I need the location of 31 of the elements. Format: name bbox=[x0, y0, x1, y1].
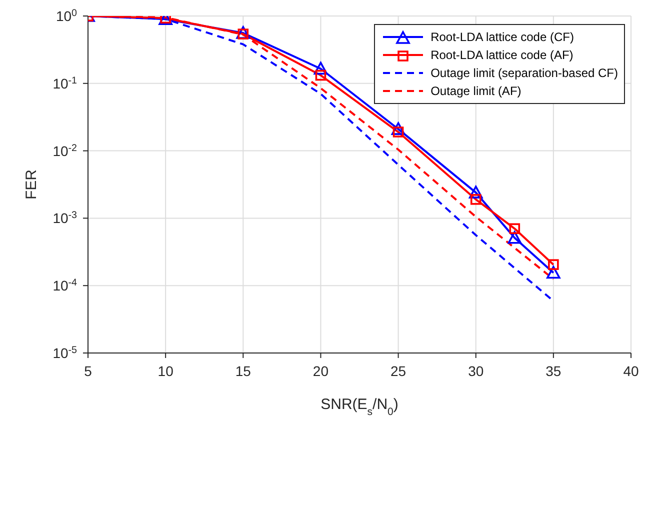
point bbox=[509, 223, 520, 234]
x-tick-label: 10 bbox=[158, 363, 174, 379]
point bbox=[508, 231, 522, 244]
x-tick-label: 35 bbox=[546, 363, 562, 379]
x-tick-label: 25 bbox=[390, 363, 406, 379]
x-tick-label: 5 bbox=[84, 363, 92, 379]
point bbox=[548, 259, 559, 270]
legend-label: Root-LDA lattice code (CF) bbox=[430, 30, 574, 44]
point bbox=[314, 62, 328, 75]
y-tick-label: 10$^{-1}$ bbox=[52, 74, 77, 92]
point bbox=[236, 26, 250, 39]
point bbox=[468, 186, 483, 198]
point bbox=[546, 266, 560, 279]
x-tick-label: 15 bbox=[235, 363, 252, 379]
legend-label: Outage limit (separation-based CF) bbox=[430, 66, 618, 80]
y-tick-label: 10$^{0}$ bbox=[56, 8, 78, 24]
legend-label: Outage limit (AF) bbox=[430, 84, 522, 98]
y-tick-label: 10$^{-5}$ bbox=[52, 344, 78, 361]
point bbox=[315, 70, 326, 81]
point bbox=[391, 122, 406, 135]
y-tick-label: 10$^{-2}$ bbox=[52, 142, 77, 159]
y-tick-label: 10$^{-3}$ bbox=[52, 210, 78, 226]
x-axis-title: SNR(E$_{s}$/N$_{0}$) bbox=[320, 396, 398, 418]
point bbox=[392, 126, 404, 138]
point bbox=[470, 194, 482, 205]
x-tick-label: 40 bbox=[623, 363, 639, 379]
legend-label: Root-LDA lattice code (AF) bbox=[430, 48, 574, 62]
y-tick-label: 10$^{-4}$ bbox=[52, 277, 78, 294]
x-tick-label: 20 bbox=[312, 363, 329, 379]
y-axis-title: FER bbox=[23, 169, 40, 200]
x-tick-label: 30 bbox=[468, 363, 484, 379]
